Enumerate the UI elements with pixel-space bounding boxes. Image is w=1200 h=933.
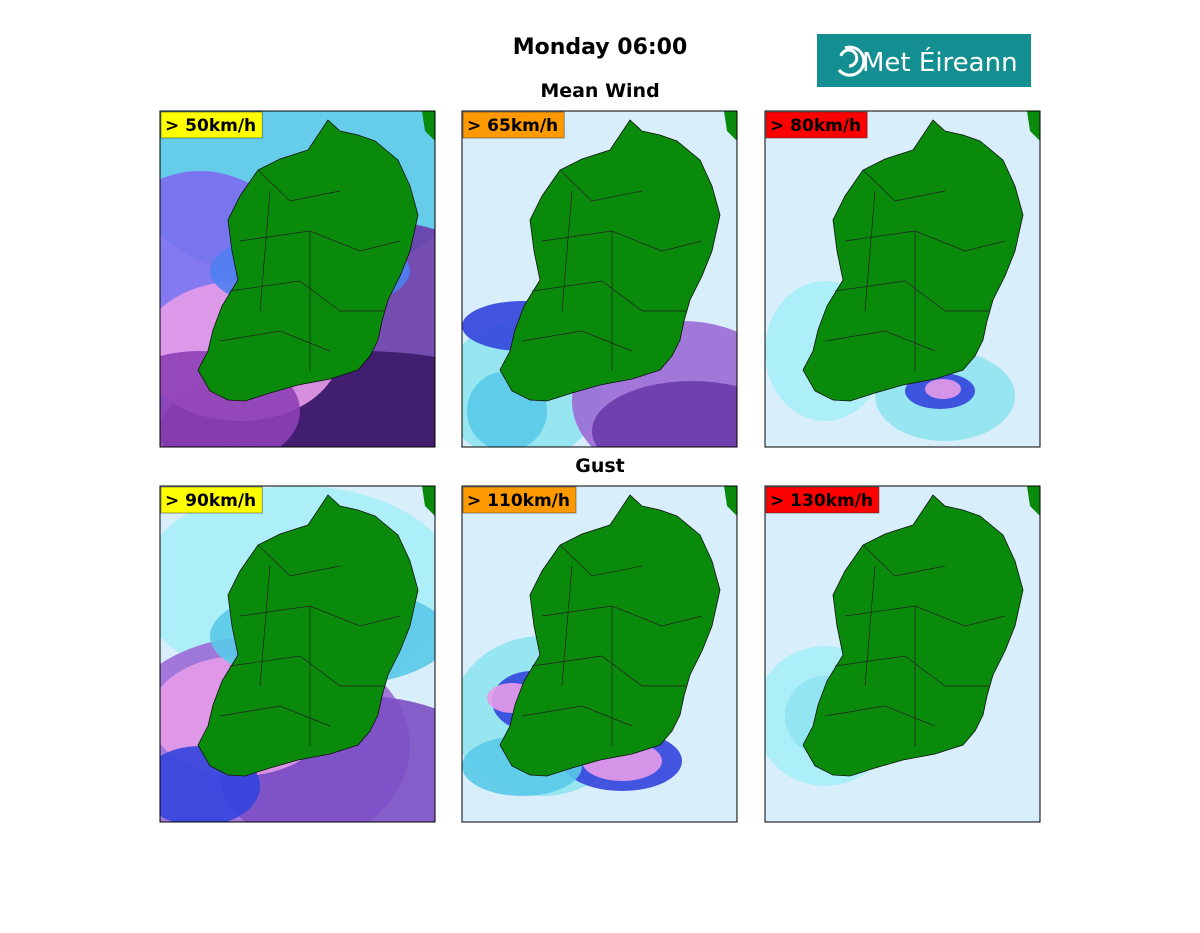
label-box — [160, 486, 263, 514]
label-text: > 90km/h — [165, 491, 256, 511]
label-box — [765, 486, 880, 514]
label-text: > 65km/h — [467, 116, 558, 136]
map-panel: > 65km/h — [461, 110, 738, 448]
britain — [422, 486, 435, 516]
map-area — [462, 111, 737, 447]
county-borders — [521, 544, 703, 746]
panel-border — [159, 110, 436, 448]
logo: Met Éireann — [817, 34, 1031, 87]
threshold-label: > 65km/h — [462, 111, 565, 139]
map-area — [160, 486, 435, 822]
map-area — [462, 486, 737, 822]
map-panel: > 90km/h — [159, 485, 436, 823]
threshold-label: > 50km/h — [160, 111, 263, 139]
britain — [422, 111, 435, 141]
threshold-label: > 90km/h — [160, 486, 263, 514]
land — [499, 119, 721, 402]
land — [197, 494, 419, 777]
britain — [1027, 486, 1040, 516]
land — [802, 119, 1024, 402]
section-title: Gust — [575, 455, 625, 477]
map-panel: > 110km/h — [461, 485, 738, 823]
county-borders — [219, 169, 401, 371]
panel-border — [159, 485, 436, 823]
label-text: > 130km/h — [770, 491, 873, 511]
panel-border — [461, 485, 738, 823]
map-area — [765, 111, 1040, 447]
land — [197, 119, 419, 402]
map-panel: > 130km/h — [764, 485, 1041, 823]
county-borders — [219, 544, 401, 746]
label-text: > 110km/h — [467, 491, 570, 511]
logo-box — [817, 34, 1031, 87]
label-text: > 80km/h — [770, 116, 861, 136]
title: Monday 06:00 — [513, 35, 688, 60]
panel-border — [461, 110, 738, 448]
panel-border — [764, 110, 1041, 448]
map-area — [765, 486, 1040, 822]
wind-area — [592, 381, 737, 447]
label-box — [462, 111, 565, 139]
county-borders — [824, 169, 1006, 371]
label-box — [462, 486, 577, 514]
wind-area — [925, 379, 961, 399]
map-panel: > 50km/h — [159, 110, 436, 448]
panel-border — [764, 485, 1041, 823]
county-borders — [824, 544, 1006, 746]
land — [802, 494, 1024, 777]
land — [499, 494, 721, 777]
threshold-label: > 130km/h — [765, 486, 880, 514]
label-box — [160, 111, 263, 139]
map-area — [160, 111, 435, 447]
threshold-label: > 110km/h — [462, 486, 577, 514]
county-borders — [521, 169, 703, 371]
britain — [1027, 111, 1040, 141]
britain — [724, 111, 737, 141]
label-text: > 50km/h — [165, 116, 256, 136]
logo-text: Met Éireann — [862, 46, 1018, 78]
section-title: Mean Wind — [540, 80, 659, 102]
label-box — [765, 111, 868, 139]
logo-icon — [837, 45, 866, 77]
threshold-label: > 80km/h — [765, 111, 868, 139]
map-panel: > 80km/h — [764, 110, 1041, 448]
britain — [724, 486, 737, 516]
